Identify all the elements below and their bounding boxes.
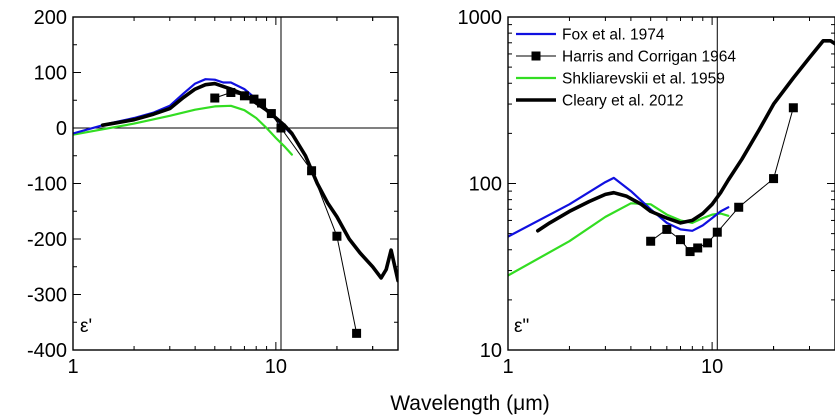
data-point-harris-corrigan [712, 227, 722, 237]
data-point-harris-corrigan [734, 202, 744, 212]
legend: Fox et al. 1974 Harris and Corrigan 1964 S… [516, 27, 736, 110]
legend-marker [531, 51, 541, 61]
y-tick-label: 100 [34, 63, 67, 85]
data-point-harris-corrigan [210, 93, 220, 103]
data-point-harris-corrigan [249, 94, 259, 104]
data-point-harris-corrigan [769, 174, 779, 184]
y-tick-label: 100 [469, 174, 502, 196]
y-tick-label: -200 [27, 229, 67, 251]
y-tick-label: 1000 [458, 7, 503, 29]
series-line-fox-et-al-1974 [508, 176, 730, 238]
legend-label: Shkliarevskii et al. 1959 [562, 71, 725, 88]
y-tick-label: -100 [27, 174, 67, 196]
series-line-harris-and-corrigan-1964 [650, 107, 794, 253]
series-line-shkliarevskii-et-al-1959 [73, 104, 293, 156]
data-point-harris-corrigan [257, 98, 267, 108]
series-line-cleary-et-al-2012 [100, 81, 398, 283]
series-line-cleary-et-al-2012 [535, 38, 835, 233]
x-tick-label: 1 [502, 356, 513, 378]
data-point-harris-corrigan [352, 328, 362, 338]
legend-label: Cleary et al. 2012 [562, 93, 684, 110]
plot-frame [507, 16, 835, 351]
data-point-harris-corrigan [662, 224, 672, 234]
y-tick-label: 10 [480, 340, 502, 362]
data-point-harris-corrigan [646, 236, 656, 246]
y-tick-label: -300 [27, 285, 67, 307]
legend-label: Harris and Corrigan 1964 [562, 49, 736, 66]
data-point-harris-corrigan [693, 243, 703, 253]
data-point-harris-corrigan [276, 123, 286, 133]
data-point-harris-corrigan [788, 103, 798, 113]
data-point-harris-corrigan [675, 235, 685, 245]
plot-frame [72, 16, 399, 351]
data-point-harris-corrigan [332, 231, 342, 241]
panel-label: ε' [80, 316, 92, 337]
x-tick-label: 10 [265, 356, 287, 378]
data-point-harris-corrigan [703, 238, 713, 248]
panel-label: ε" [514, 316, 529, 337]
x-tick-label: 10 [701, 356, 723, 378]
data-point-harris-corrigan [226, 87, 236, 97]
y-tick-label: 200 [34, 7, 67, 29]
legend-label: Fox et al. 1974 [562, 27, 665, 44]
y-tick-label: -400 [27, 340, 67, 362]
x-tick-label: 1 [67, 356, 78, 378]
series-line-shkliarevskii-et-al-1959 [508, 202, 730, 277]
y-tick-label: 0 [56, 118, 67, 140]
chart-panel-1: 1 10 -400 -300 -200 -100 0 100 200 ε' [27, 7, 399, 378]
x-axis-label: Wavelength (μm) [390, 392, 550, 415]
data-point-harris-corrigan [685, 247, 695, 257]
